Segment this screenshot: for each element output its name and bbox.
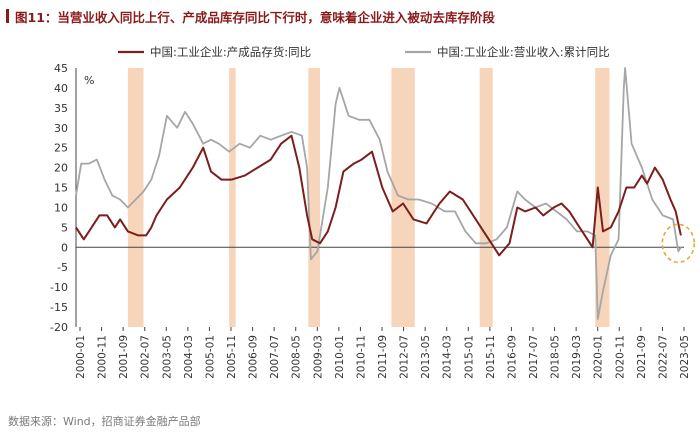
x-tick-label: 2000-01 [75, 335, 87, 379]
data-source-note: 数据来源：Wind，招商证券金融产品部 [8, 415, 201, 428]
x-tick-label: 2007-07 [269, 335, 281, 379]
x-tick-label: 2015-01 [463, 335, 475, 379]
x-tick-label: 2010-11 [355, 335, 367, 379]
y-tick-label: 35 [54, 102, 68, 115]
chart-annotations [661, 223, 696, 264]
inventory-yoy-line [75, 134, 682, 257]
y-tick-label: 20 [54, 162, 68, 175]
chart-legend: 中国:工业企业:产成品存货:同比 中国:工业企业:营业收入:累计同比 [118, 45, 610, 59]
highlight-bands [127, 68, 610, 327]
highlight-band [479, 68, 493, 327]
y-unit-label: % [84, 74, 94, 87]
x-tick-label: 2005-11 [226, 335, 238, 379]
x-tick-label: 2010-01 [334, 335, 346, 379]
x-tick-label: 2020-01 [593, 335, 605, 379]
x-tick-label: 2002-07 [140, 335, 152, 379]
revenue-yoy-line [75, 67, 682, 320]
x-tick-label: 2009-03 [312, 335, 324, 379]
x-tick-label: 2022-07 [657, 335, 669, 379]
y-tick-label: 15 [54, 182, 68, 195]
line-chart: 45 40 35 30 25 20 15 10 5 0 -5 -10 -15 -20% 2000-01 200… [50, 45, 696, 379]
x-tick-label: 2019-03 [571, 335, 583, 379]
x-tick-label: 2014-03 [442, 335, 454, 379]
x-tick-label: 2008-05 [291, 335, 303, 379]
y-tick-label: 0 [61, 241, 68, 254]
x-tick-label: 2020-11 [614, 335, 626, 379]
chart-axes: 45 40 35 30 25 20 15 10 5 0 -5 -10 -15 -20% 2000-01 200… [50, 62, 691, 379]
y-tick-label: 10 [54, 201, 68, 214]
highlight-circle [661, 223, 696, 264]
x-tick-label: 2017-07 [528, 335, 540, 379]
y-tick-label: 5 [61, 221, 68, 234]
highlight-band [229, 68, 236, 327]
highlight-band [595, 68, 610, 327]
x-tick-label: 2006-09 [248, 335, 260, 379]
y-tick-label: -15 [50, 301, 68, 314]
x-tick-label: 2003-05 [161, 335, 173, 379]
x-tick-label: 2023-05 [679, 335, 691, 379]
x-tick-label: 2000-11 [97, 335, 109, 379]
x-tick-label: 2018-05 [550, 335, 562, 379]
y-tick-label: 30 [54, 122, 68, 135]
highlight-band [127, 68, 144, 327]
figure-title-text: 图11：当营业收入同比上行、产成品库存同比下行时，意味着企业进入被动去库存阶段 [15, 9, 495, 25]
x-tick-label: 2005-01 [204, 335, 216, 379]
y-tick-label: -5 [57, 261, 68, 274]
y-tick-label: 40 [54, 82, 68, 95]
title-accent-bar [6, 9, 9, 23]
legend-label: 中国:工业企业:产成品存货:同比 [150, 45, 311, 59]
highlight-band [308, 68, 321, 327]
x-tick-label: 2013-05 [420, 335, 432, 379]
x-tick-label: 2011-09 [377, 335, 389, 379]
y-tick-label: -20 [50, 321, 68, 334]
y-tick-label: -10 [50, 281, 68, 294]
legend-label: 中国:工业企业:营业收入:累计同比 [437, 45, 610, 59]
y-tick-label: 45 [54, 62, 68, 75]
x-tick-label: 2001-09 [118, 335, 130, 379]
x-tick-label: 2004-03 [183, 335, 195, 379]
x-tick-label: 2015-11 [485, 335, 497, 379]
x-tick-label: 2016-09 [506, 335, 518, 379]
y-tick-label: 25 [54, 142, 68, 155]
figure-title: 图11：当营业收入同比上行、产成品库存同比下行时，意味着企业进入被动去库存阶段 [6, 6, 495, 26]
x-tick-label: 2012-07 [399, 335, 411, 379]
x-tick-label: 2021-09 [636, 335, 648, 379]
series-lines [75, 67, 682, 320]
